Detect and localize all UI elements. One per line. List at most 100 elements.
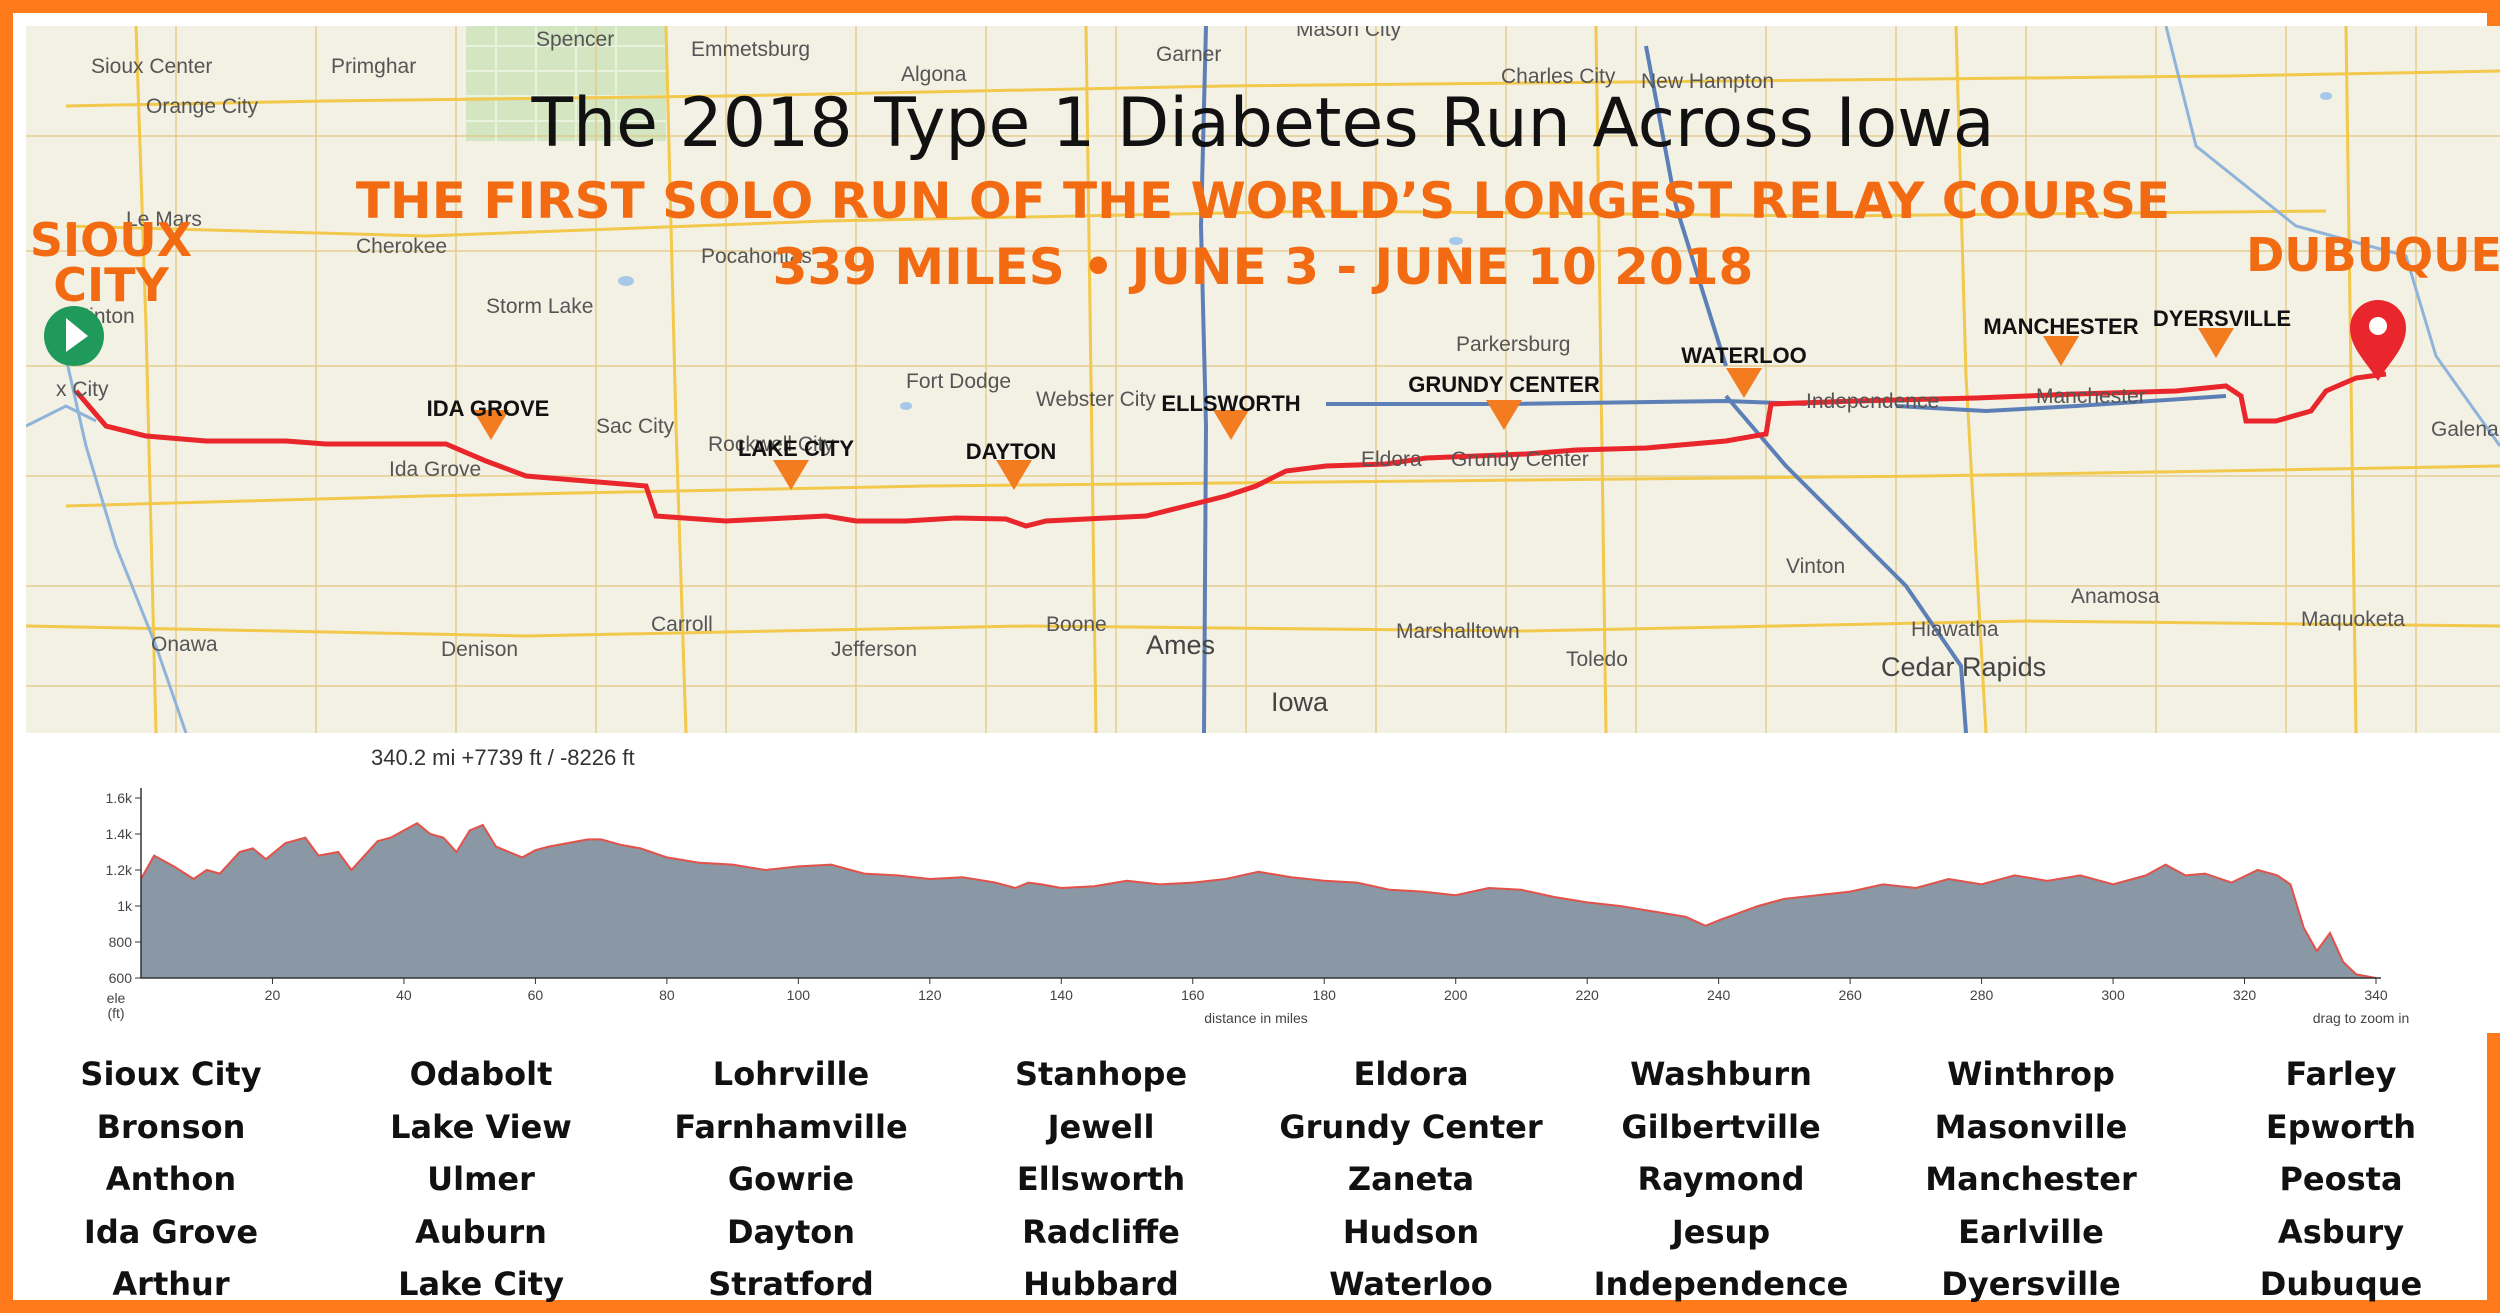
y-tick-label: 1k: [117, 898, 133, 914]
map-place: Manchester: [2036, 385, 2146, 408]
checkpoint-marker-icon[interactable]: [1486, 400, 1522, 430]
elevation-area: [141, 823, 2376, 978]
map-place: Carroll: [651, 613, 713, 636]
map-place: Fort Dodge: [906, 370, 1011, 393]
map-place: Cedar Rapids: [1881, 652, 2046, 682]
checkpoint-label: DAYTON: [966, 439, 1056, 464]
town-name: Jewell: [1047, 1107, 1155, 1146]
map-place: Pocahontas: [701, 245, 812, 268]
town-name: Peosta: [2279, 1160, 2403, 1198]
map-place: Cherokee: [356, 235, 447, 258]
x-tick-label: 20: [265, 987, 281, 1003]
x-tick-label: 60: [528, 987, 544, 1003]
towns-list: Sioux City Bronson Anthon Ida Grove Arthur Od…: [26, 1048, 2500, 1313]
map-place: Orange City: [146, 95, 259, 118]
y-axis-label-line-1: ele: [107, 990, 126, 1006]
town-name: Lake City: [398, 1265, 564, 1303]
map-place: Parkersburg: [1456, 333, 1570, 356]
elevation-chart: 340.2 mi +7739 ft / -8226 ft 600 800 1k 1.2…: [106, 745, 2410, 1026]
map-place: Ida Grove: [389, 458, 481, 481]
town-name: Hubbard: [1023, 1265, 1179, 1303]
map-place: Denison: [441, 638, 518, 661]
checkpoint-label: GRUNDY CENTER: [1408, 372, 1600, 397]
subtitle-line-2: 339 MILES • JUNE 3 - JUNE 10 2018: [773, 238, 1754, 296]
elevation-line: [140, 821, 2377, 979]
map-place: Iowa: [1271, 687, 1329, 717]
town-name: Farley: [2285, 1055, 2397, 1093]
town-column: Lohrville Farnhamville Gowrie Dayton Stratfo…: [641, 1048, 941, 1311]
map-place: Onawa: [151, 633, 218, 656]
town-name: Masonville: [1934, 1107, 2128, 1146]
y-tick-label: 1.6k: [106, 790, 133, 806]
start-pin-icon[interactable]: [44, 306, 104, 366]
map-place: Vinton: [1786, 555, 1845, 578]
elevation-summary: 340.2 mi +7739 ft / -8226 ft: [371, 745, 635, 770]
x-tick-label: 340: [2364, 987, 2388, 1003]
x-tick-label: 260: [1838, 987, 1862, 1003]
map-place: Toledo: [1566, 648, 1628, 671]
map-place: Garner: [1156, 43, 1221, 66]
x-tick-label: 280: [1970, 987, 1994, 1003]
town-name: Waterloo: [1329, 1265, 1493, 1303]
town-name: Washburn: [1630, 1055, 1812, 1093]
checkpoint-label: DYERSVILLE: [2153, 306, 2291, 331]
map-place: Boone: [1046, 613, 1107, 636]
checkpoint-marker-icon[interactable]: [1213, 410, 1249, 440]
town-name: Eldora: [1353, 1055, 1469, 1093]
x-tick-label: 140: [1050, 987, 1074, 1003]
town-column: Farley Epworth Peosta Asbury Dubuque: [2191, 1048, 2491, 1311]
x-tick-label: 40: [396, 987, 412, 1003]
town-name: Grundy Center: [1279, 1107, 1543, 1146]
town-name: Auburn: [415, 1212, 547, 1251]
checkpoint-marker-icon[interactable]: [1726, 368, 1762, 398]
checkpoint-label: LAKE CITY: [738, 436, 854, 461]
town-name: Dubuque: [2259, 1265, 2423, 1303]
town-name: Odabolt: [409, 1055, 553, 1093]
map-place: x City: [56, 378, 109, 401]
y-axis-label-line-2: (ft): [107, 1005, 124, 1021]
x-tick-label: 220: [1575, 987, 1599, 1003]
map-place: Grundy Center: [1451, 448, 1589, 471]
page-title: The 2018 Type 1 Diabetes Run Across Iowa: [530, 84, 1994, 163]
town-name: Arthur: [112, 1265, 230, 1303]
checkpoint-marker-icon[interactable]: [2198, 328, 2234, 358]
subtitle-line-1: THE FIRST SOLO RUN OF THE WORLD’S LONGES…: [356, 172, 2170, 230]
finish-label: DUBUQUE: [2246, 228, 2500, 282]
route-map[interactable]: Spencer Emmetsburg Algona Garner Mason C…: [26, 26, 2500, 733]
town-name: Stratford: [708, 1265, 874, 1303]
map-place: Hiawatha: [1911, 618, 1999, 641]
map-place: Maquoketa: [2301, 608, 2405, 631]
x-tick-label: 320: [2233, 987, 2257, 1003]
map-place: Spencer: [536, 28, 614, 51]
town-column: Eldora Grundy Center Zaneta Hudson Waterloo: [1261, 1048, 1561, 1311]
checkpoint-marker-icon[interactable]: [773, 460, 809, 490]
x-tick-label: 300: [2101, 987, 2125, 1003]
x-axis-label: distance in miles: [1204, 1010, 1308, 1026]
town-name: Gowrie: [727, 1160, 855, 1198]
start-label-line-1: SIOUX: [30, 213, 192, 267]
map-place: Primghar: [331, 55, 416, 78]
map-place: Storm Lake: [486, 295, 593, 318]
town-name: Earlville: [1958, 1212, 2104, 1251]
town-column: Winthrop Masonville Manchester Earlville Dye…: [1881, 1048, 2181, 1311]
town-name: Sioux City: [80, 1055, 262, 1093]
map-place: New Hampton: [1641, 70, 1774, 93]
map-place: Eldora: [1361, 448, 1422, 471]
checkpoint-marker-icon[interactable]: [473, 410, 509, 440]
town-column: Washburn Gilbertville Raymond Jesup Independ…: [1571, 1048, 1871, 1311]
route-line: [74, 371, 2387, 529]
checkpoint-label: IDA GROVE: [427, 396, 550, 421]
x-tick-label: 120: [918, 987, 942, 1003]
checkpoint-marker-icon[interactable]: [996, 460, 1032, 490]
checkpoint-marker-icon[interactable]: [2043, 336, 2079, 366]
x-tick-label: 160: [1181, 987, 1205, 1003]
town-name: Raymond: [1637, 1160, 1805, 1198]
map-place: Sioux Center: [91, 55, 212, 78]
town-column: Sioux City Bronson Anthon Ida Grove Arthur: [21, 1048, 321, 1311]
town-name: Gilbertville: [1621, 1107, 1821, 1146]
elevation-profile[interactable]: 340.2 mi +7739 ft / -8226 ft 600 800 1k 1.2…: [26, 733, 2500, 1033]
finish-pin-icon[interactable]: [2350, 300, 2406, 381]
town-name: Ida Grove: [83, 1212, 259, 1251]
y-tick-label: 800: [109, 934, 133, 950]
